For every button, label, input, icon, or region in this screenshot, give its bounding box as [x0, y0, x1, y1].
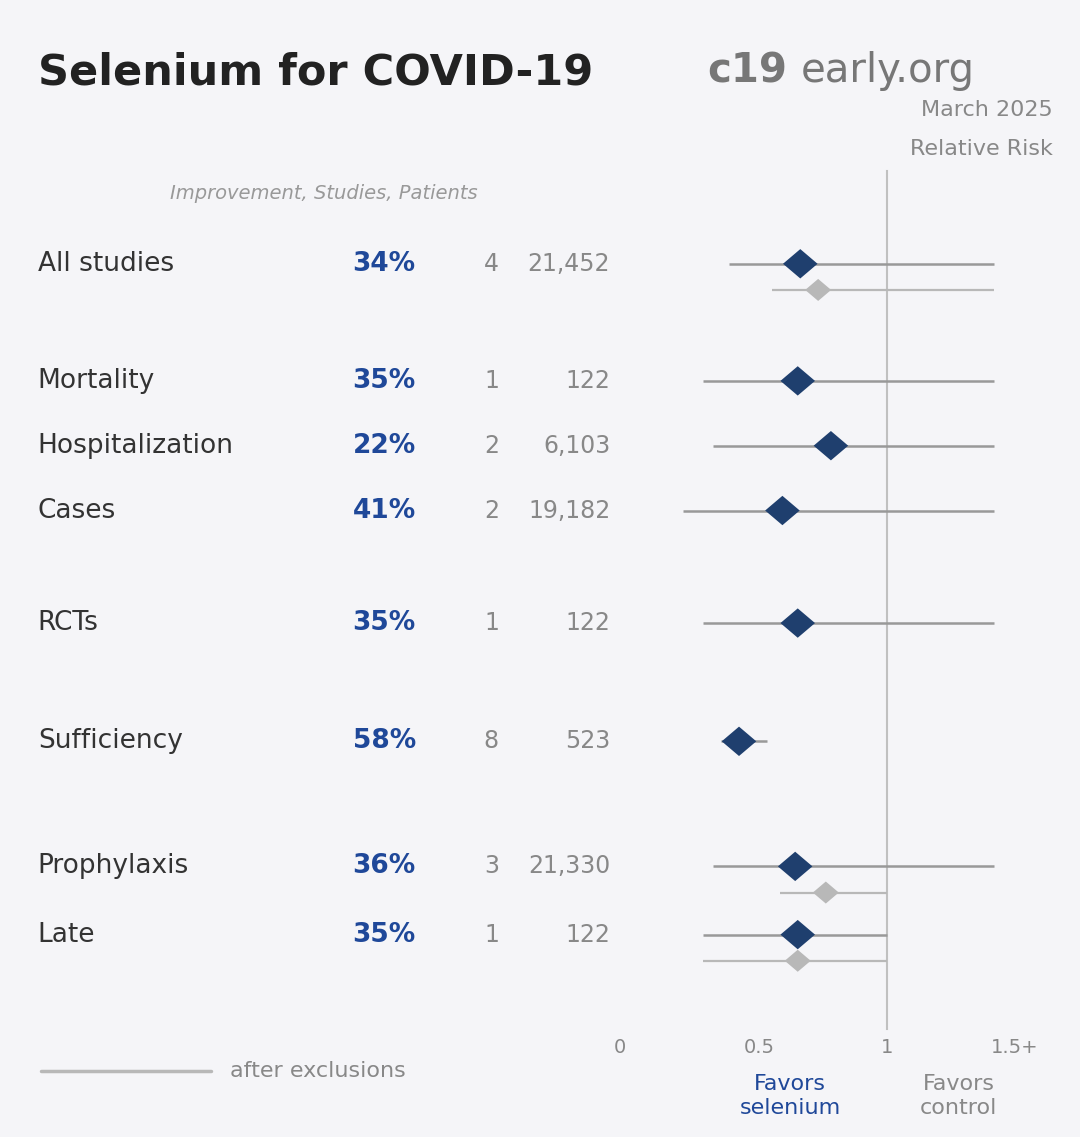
Text: 35%: 35% — [352, 368, 416, 393]
Polygon shape — [813, 881, 839, 904]
Text: 2: 2 — [484, 433, 499, 458]
Text: 3: 3 — [484, 854, 499, 879]
Text: 58%: 58% — [352, 729, 416, 754]
Text: 1: 1 — [484, 922, 499, 947]
Text: 0.5: 0.5 — [744, 1038, 775, 1057]
Text: Relative Risk: Relative Risk — [910, 139, 1053, 159]
Text: 8: 8 — [484, 729, 499, 754]
Text: 1: 1 — [484, 368, 499, 393]
Polygon shape — [721, 727, 756, 756]
Text: after exclusions: after exclusions — [230, 1061, 406, 1081]
Text: Improvement, Studies, Patients: Improvement, Studies, Patients — [171, 184, 477, 204]
Text: Favors
selenium: Favors selenium — [740, 1074, 840, 1119]
Text: 35%: 35% — [352, 922, 416, 947]
Text: Mortality: Mortality — [38, 368, 156, 393]
Polygon shape — [783, 249, 818, 279]
Text: 122: 122 — [565, 368, 610, 393]
Text: All studies: All studies — [38, 251, 174, 276]
Text: Selenium for COVID-19: Selenium for COVID-19 — [38, 51, 593, 93]
Text: 2: 2 — [484, 498, 499, 523]
Polygon shape — [781, 608, 815, 638]
Text: Cases: Cases — [38, 498, 116, 523]
Text: 41%: 41% — [352, 498, 416, 523]
Text: March 2025: March 2025 — [921, 100, 1053, 121]
Text: Hospitalization: Hospitalization — [38, 433, 233, 458]
Text: 0: 0 — [615, 1038, 626, 1057]
Text: early.org: early.org — [800, 51, 974, 91]
Text: 34%: 34% — [353, 251, 416, 276]
Text: 4: 4 — [484, 251, 499, 276]
Polygon shape — [806, 279, 832, 301]
Text: Late: Late — [38, 922, 95, 947]
Text: Prophylaxis: Prophylaxis — [38, 854, 189, 879]
Text: 21,452: 21,452 — [528, 251, 610, 276]
Text: 1: 1 — [881, 1038, 893, 1057]
Text: Favors
control: Favors control — [920, 1074, 997, 1119]
Polygon shape — [778, 852, 812, 881]
Text: 1.5+: 1.5+ — [990, 1038, 1039, 1057]
Text: 21,330: 21,330 — [528, 854, 610, 879]
Polygon shape — [781, 366, 815, 396]
Polygon shape — [781, 920, 815, 949]
Text: 1: 1 — [484, 611, 499, 636]
Polygon shape — [813, 431, 848, 460]
Text: 523: 523 — [565, 729, 610, 754]
Text: 122: 122 — [565, 922, 610, 947]
Text: Sufficiency: Sufficiency — [38, 729, 183, 754]
Text: 22%: 22% — [352, 433, 416, 458]
Text: c19: c19 — [707, 51, 787, 91]
Text: RCTs: RCTs — [38, 611, 98, 636]
Text: 36%: 36% — [352, 854, 416, 879]
Polygon shape — [785, 949, 811, 972]
Text: 19,182: 19,182 — [528, 498, 610, 523]
Text: 122: 122 — [565, 611, 610, 636]
Text: 6,103: 6,103 — [543, 433, 610, 458]
Text: 35%: 35% — [352, 611, 416, 636]
Polygon shape — [765, 496, 799, 525]
